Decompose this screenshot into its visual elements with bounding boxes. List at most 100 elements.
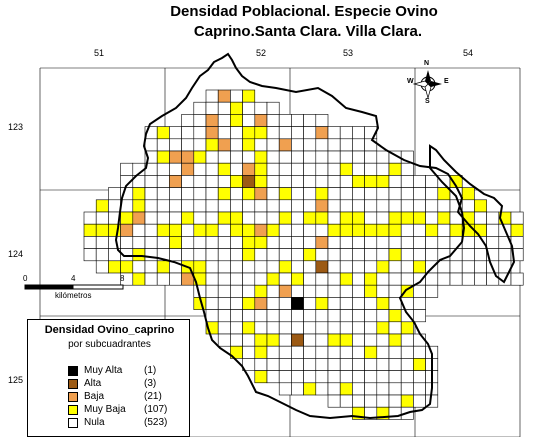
subquadrant-cell [83,211,97,225]
subquadrant-cell [364,297,378,310]
subquadrant-cell [254,211,268,225]
subquadrant-cell [339,272,353,286]
subquadrant-cell [132,260,146,274]
subquadrant-cell [303,321,317,335]
subquadrant-cell [474,260,487,274]
subquadrant-cell [291,138,304,152]
subquadrant-cell [327,358,341,371]
subquadrant-cell [352,187,365,201]
subquadrant-cell [132,199,146,213]
subquadrant-cell [303,236,317,249]
subquadrant-cell [303,333,317,347]
subquadrant-cell [364,138,378,152]
subquadrant-cell [181,199,195,213]
compass-e-label: E [444,78,449,85]
subquadrant-cell [291,358,304,371]
subquadrant-cell [425,272,439,286]
subquadrant-cell [388,175,402,188]
subquadrant-cell [315,345,329,359]
subquadrant-cell [352,199,365,213]
subquadrant-cell [413,199,426,213]
subquadrant-cell [254,309,268,323]
subquadrant-cell [169,175,182,188]
subquadrant-cell [83,236,97,249]
subquadrant-cell [181,175,195,188]
subquadrant-cell [303,297,317,310]
subquadrant-cell [230,175,243,188]
subquadrant-cell [254,150,268,164]
subquadrant-cell [364,175,378,188]
subquadrant-cell [352,297,365,310]
subquadrant-cell [339,333,353,347]
subquadrant-cell [388,187,402,201]
subquadrant-cell [376,370,390,384]
legend-subtitle: por subcuadrantes [68,339,151,350]
subquadrant-cell [254,175,268,188]
subquadrant-cell [352,162,365,176]
subquadrant-cell [327,297,341,310]
subquadrant-cell [205,248,219,262]
subquadrant-cell [230,101,243,115]
subquadrant-cell [376,223,390,237]
subquadrant-cell [266,272,280,286]
subquadrant-cell [327,223,341,237]
subquadrant-cell [425,223,439,237]
subquadrant-cell [352,175,365,188]
subquadrant-cell [205,211,219,225]
subquadrant-cell [339,211,353,225]
subquadrant-cell [217,162,231,176]
subquadrant-cell [254,236,268,249]
subquadrant-cell [376,345,390,359]
subquadrant-cell [108,199,121,213]
subquadrant-cell [315,126,329,140]
subquadrant-cell [303,150,317,164]
subquadrant-cell [266,223,280,237]
subquadrant-cell [303,187,317,201]
subquadrant-cell [376,187,390,201]
subquadrant-cell [364,162,378,176]
subquadrant-cell [339,223,353,237]
subquadrant-cell [205,187,219,201]
subquadrant-cell [120,211,134,225]
subquadrant-cell [205,297,219,310]
subquadrant-cell [205,236,219,249]
subquadrant-cell [352,126,365,140]
subquadrant-cell [303,211,317,225]
subquadrant-cell [278,272,292,286]
subquadrant-cell [193,211,207,225]
subquadrant-cell [437,272,451,286]
legend-swatch [68,405,78,415]
grid-label-left: 123 [8,122,24,132]
subquadrant-cell [510,223,524,237]
subquadrant-cell [327,394,341,408]
subquadrant-cell [217,223,231,237]
subquadrant-cell [144,187,158,201]
subquadrant-cell [169,223,182,237]
legend-item-count: (21) [144,391,162,402]
subquadrant-cell [242,272,256,286]
subquadrant-cell [266,150,280,164]
subquadrant-cell [486,236,500,249]
scale-tick-label: 8 [120,274,125,283]
legend-item: Alta (3) [68,378,188,390]
subquadrant-cell [169,236,182,249]
subquadrant-cell [352,138,365,152]
subquadrant-cell [144,236,158,249]
subquadrant-cell [388,223,402,237]
legend-swatch [68,392,78,402]
subquadrant-cell [132,211,146,225]
subquadrant-cell [278,150,292,164]
subquadrant-cell [278,223,292,237]
subquadrant-cell [181,223,195,237]
subquadrant-cell [205,223,219,237]
subquadrant-cell [254,272,268,286]
subquadrant-cell [242,126,256,140]
subquadrant-cell [156,138,170,152]
subquadrant-cell [461,236,475,249]
subquadrant-cell [376,321,390,335]
subquadrant-cell [315,114,329,127]
subquadrant-cell [339,394,353,408]
subquadrant-cell [266,175,280,188]
subquadrant-cell [278,321,292,335]
subquadrant-cell [291,126,304,140]
